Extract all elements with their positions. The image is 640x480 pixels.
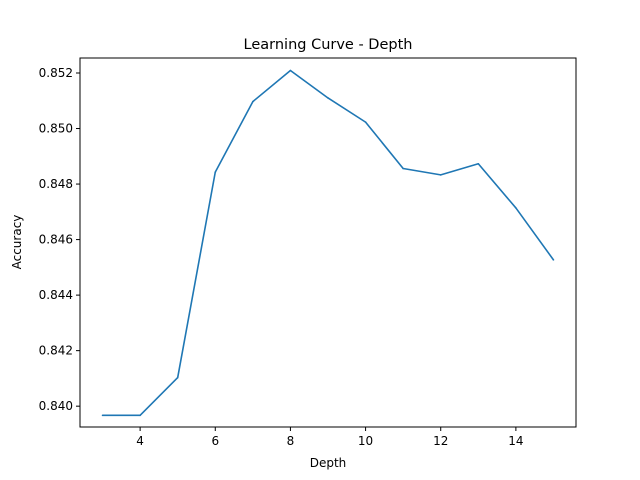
- data-point: [515, 207, 517, 209]
- data-point: [477, 162, 480, 165]
- y-tick-label: 0.850: [39, 122, 73, 136]
- x-tick-label: 12: [433, 434, 448, 448]
- data-point: [252, 100, 254, 103]
- data-point: [402, 167, 404, 170]
- series-layer: [101, 69, 555, 417]
- data-point: [327, 97, 329, 99]
- data-point: [139, 414, 141, 417]
- data-point: [364, 121, 367, 123]
- data-point: [176, 376, 179, 379]
- x-tick-label: 8: [287, 434, 295, 448]
- x-tick-label: 6: [211, 434, 219, 448]
- y-tick-label: 0.844: [39, 288, 73, 302]
- y-tick-label: 0.846: [39, 233, 73, 247]
- y-tick-label: 0.852: [39, 66, 73, 80]
- data-point: [552, 259, 555, 261]
- data-point: [439, 174, 442, 176]
- data-point: [289, 69, 292, 72]
- y-axis-label: Accuracy: [10, 215, 24, 270]
- plot-area-frame: [79, 57, 577, 428]
- y-tick-label: 0.848: [39, 177, 73, 191]
- x-tick-label: 14: [508, 434, 523, 448]
- x-axis-label: Depth: [310, 456, 347, 470]
- x-tick-label: 4: [136, 434, 144, 448]
- chart-title: Learning Curve - Depth: [244, 37, 413, 53]
- y-tick-label: 0.842: [39, 344, 73, 358]
- y-tick-label: 0.840: [39, 399, 73, 413]
- y-axis-ticks: 0.840 0.842 0.844 0.846 0.848 0.850 0.852: [39, 66, 80, 413]
- data-point: [101, 414, 104, 417]
- data-point: [214, 171, 217, 173]
- x-tick-label: 10: [358, 434, 373, 448]
- x-axis-ticks: 4 6 8 10 12 14: [136, 427, 524, 448]
